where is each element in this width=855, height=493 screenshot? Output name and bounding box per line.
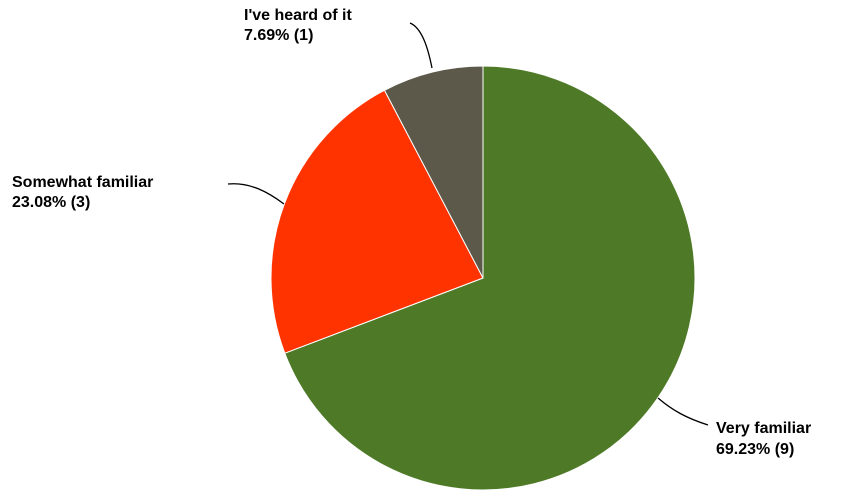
label-somewhat-familiar: Somewhat familiar 23.08% (3) [12,174,153,211]
pie-slice-heard-of-it [383,65,484,279]
pie-slices [270,65,696,491]
label-very-familiar: Very familiar 69.23% (9) [716,420,811,458]
slice-count-heard-of-it: 1 [299,27,308,44]
slice-label-somewhat-familiar: Somewhat familiar [12,174,153,191]
leader-line-somewhat-familiar [227,183,285,205]
leader-lines [227,22,709,426]
slice-percent-very-familiar: 69.23% [716,441,770,458]
leader-line-very-familiar [657,397,709,426]
leader-line-heard-of-it [409,22,433,69]
slice-label-heard-of-it: I've heard of it [244,7,353,24]
slice-percent-heard-of-it: 7.69% [244,27,289,44]
pie-slice-somewhat-familiar [270,89,484,354]
pie-slice-very-familiar [284,65,696,491]
slice-label-very-familiar: Very familiar [716,420,811,437]
slice-percent-somewhat-familiar: 23.08% [12,194,66,211]
svg-text:7.69% (1): 7.69% (1) [244,27,313,44]
slice-count-very-familiar: 9 [780,441,789,458]
svg-text:69.23% (9): 69.23% (9) [716,441,794,458]
label-heard-of-it: I've heard of it 7.69% (1) [244,7,353,44]
svg-text:23.08% (3): 23.08% (3) [12,194,90,211]
slice-count-somewhat-familiar: 3 [76,194,85,211]
